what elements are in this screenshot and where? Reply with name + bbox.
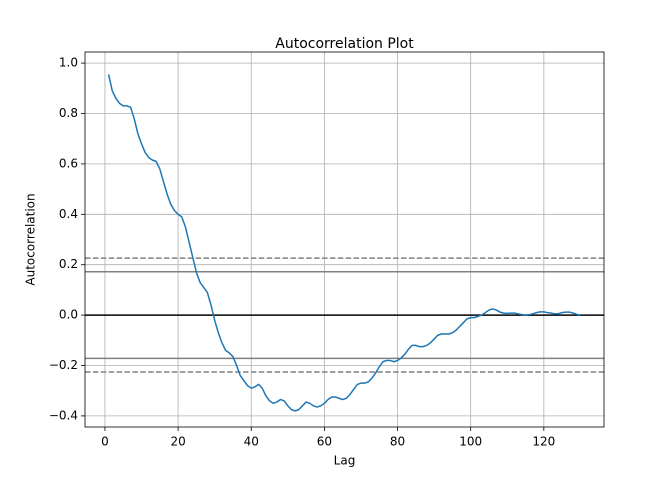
y-tick-label: 0.4 xyxy=(59,207,78,221)
y-tick-label: 0.0 xyxy=(59,308,78,322)
x-tick-label: 80 xyxy=(390,435,405,449)
x-tick-label: 0 xyxy=(101,435,109,449)
x-tick-label: 60 xyxy=(317,435,332,449)
y-tick-label: −0.2 xyxy=(49,358,78,372)
x-tick-label: 100 xyxy=(459,435,482,449)
y-tick-label: 1.0 xyxy=(59,56,78,70)
x-tick-label: 120 xyxy=(532,435,555,449)
y-tick-label: 0.2 xyxy=(59,257,78,271)
x-tick-label: 40 xyxy=(244,435,259,449)
chart-title: Autocorrelation Plot xyxy=(275,36,414,52)
y-tick-label: 0.8 xyxy=(59,106,78,120)
y-axis-label: Autocorrelation xyxy=(24,193,38,285)
data-line xyxy=(107,74,581,412)
y-tick-label: −0.4 xyxy=(49,408,78,422)
x-tick-label: 20 xyxy=(170,435,185,449)
x-axis-label: Lag xyxy=(334,454,356,468)
y-tick-label: 0.6 xyxy=(59,156,78,170)
axes-frame xyxy=(84,51,605,428)
